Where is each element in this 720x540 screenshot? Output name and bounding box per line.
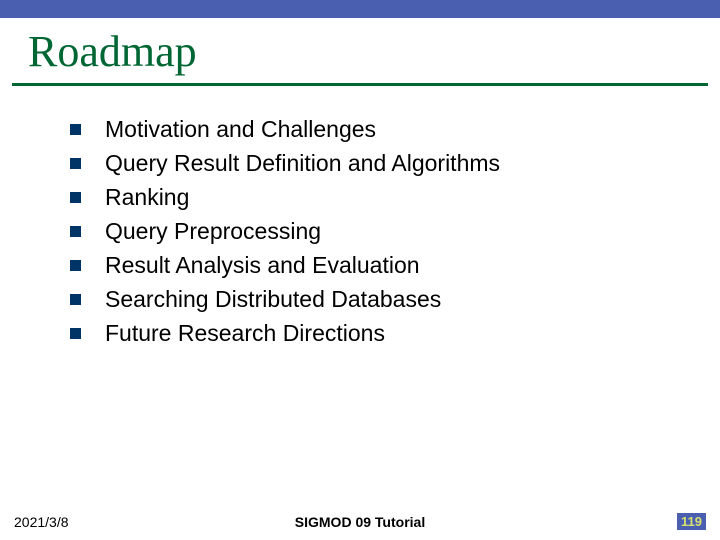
list-item-text: Motivation and Challenges bbox=[105, 116, 376, 143]
footer-page-number: 119 bbox=[677, 513, 706, 530]
square-bullet-icon bbox=[70, 226, 81, 237]
square-bullet-icon bbox=[70, 328, 81, 339]
square-bullet-icon bbox=[70, 158, 81, 169]
list-item-text: Searching Distributed Databases bbox=[105, 286, 441, 313]
top-accent-bar bbox=[0, 0, 720, 18]
list-item-text: Result Analysis and Evaluation bbox=[105, 252, 420, 279]
footer-title: SIGMOD 09 Tutorial bbox=[0, 514, 720, 530]
title-area: Roadmap bbox=[0, 18, 720, 81]
list-item: Ranking bbox=[70, 184, 680, 211]
list-item: Future Research Directions bbox=[70, 320, 680, 347]
square-bullet-icon bbox=[70, 294, 81, 305]
list-item: Query Preprocessing bbox=[70, 218, 680, 245]
list-item-text: Query Result Definition and Algorithms bbox=[105, 150, 500, 177]
list-item: Query Result Definition and Algorithms bbox=[70, 150, 680, 177]
slide-title: Roadmap bbox=[28, 26, 692, 77]
footer: 2021/3/8 SIGMOD 09 Tutorial 119 bbox=[0, 508, 720, 530]
square-bullet-icon bbox=[70, 124, 81, 135]
list-item: Searching Distributed Databases bbox=[70, 286, 680, 313]
list-item-text: Ranking bbox=[105, 184, 189, 211]
square-bullet-icon bbox=[70, 192, 81, 203]
list-item-text: Future Research Directions bbox=[105, 320, 385, 347]
list-item-text: Query Preprocessing bbox=[105, 218, 321, 245]
bullet-list: Motivation and Challenges Query Result D… bbox=[0, 86, 720, 347]
list-item: Motivation and Challenges bbox=[70, 116, 680, 143]
square-bullet-icon bbox=[70, 260, 81, 271]
list-item: Result Analysis and Evaluation bbox=[70, 252, 680, 279]
